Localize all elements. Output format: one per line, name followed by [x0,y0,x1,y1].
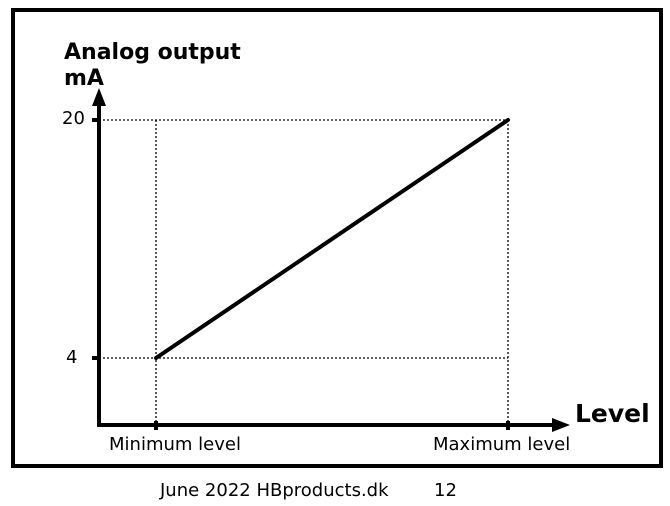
footer-text: June 2022 HBproducts.dk [160,480,389,501]
chart-frame [11,8,663,468]
guide-lines [99,119,509,425]
y-axis-label-line1: Analog output [64,40,241,65]
x-tick-maximum-level: Maximum level [433,434,571,455]
ticks [92,118,510,430]
page-number: 12 [434,480,457,501]
y-axis-label: Analog output mA [64,40,241,92]
y-axis-label-unit: mA [64,66,104,91]
x-tick-minimum-level: Minimum level [109,434,241,455]
x-axis-label: Level [575,399,650,428]
y-axis-arrow-icon [92,88,106,106]
y-tick-20: 20 [62,108,85,129]
x-axis-arrow-icon [552,418,570,432]
series-line [154,118,510,360]
y-tick-4: 4 [66,347,78,368]
